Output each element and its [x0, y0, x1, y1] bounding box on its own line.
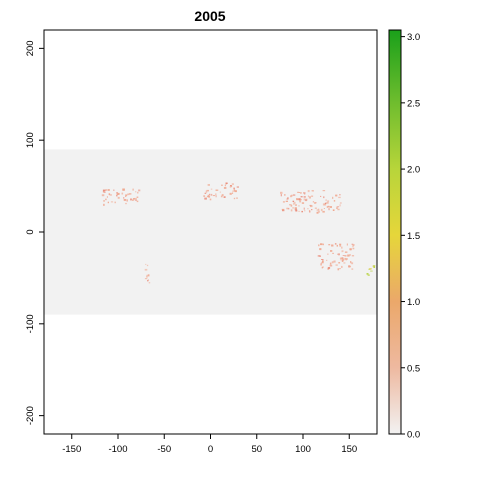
legend-tick-label: 1.5 [407, 231, 420, 242]
feature-north-america [101, 188, 141, 206]
x-tick-label: 0 [208, 444, 213, 455]
map-title: 2005 [194, 8, 225, 24]
x-tick-label: 50 [251, 444, 262, 455]
legend-tick-label: 1.0 [407, 297, 420, 308]
legend-colorbar [388, 29, 402, 435]
x-axis: -150 -100 -50 0 50 100 150 [62, 433, 357, 455]
map-plot-area [43, 29, 378, 435]
legend-tick-label: 2.5 [407, 98, 420, 109]
y-tick-label: 0 [25, 229, 36, 234]
feature-central-asia [280, 190, 342, 214]
y-tick-label: 200 [25, 40, 36, 56]
x-tick-label: -50 [157, 444, 171, 455]
y-axis: -200 -100 0 100 200 [25, 40, 45, 425]
y-tick-label: -200 [25, 406, 36, 425]
raster-background [44, 149, 377, 315]
x-tick-label: -100 [108, 444, 127, 455]
y-tick-label: 100 [25, 132, 36, 148]
color-legend: 0.0 0.5 1.0 1.5 2.0 2.5 3.0 [388, 29, 420, 441]
legend-ticks: 0.0 0.5 1.0 1.5 2.0 2.5 3.0 [401, 32, 420, 441]
feature-europe-med [203, 182, 239, 201]
legend-tick-label: 2.0 [407, 165, 420, 176]
y-tick-label: -100 [25, 314, 36, 333]
legend-tick-label: 0.0 [407, 430, 420, 441]
feature-south-america [144, 263, 151, 284]
feature-australia [317, 243, 355, 271]
legend-tick-label: 0.5 [407, 363, 420, 374]
x-tick-label: 100 [295, 444, 311, 455]
legend-tick-label: 3.0 [407, 32, 420, 43]
feature-new-zealand [366, 265, 376, 276]
raster-features [101, 182, 376, 284]
x-tick-label: 150 [341, 444, 357, 455]
x-tick-label: -150 [62, 444, 81, 455]
